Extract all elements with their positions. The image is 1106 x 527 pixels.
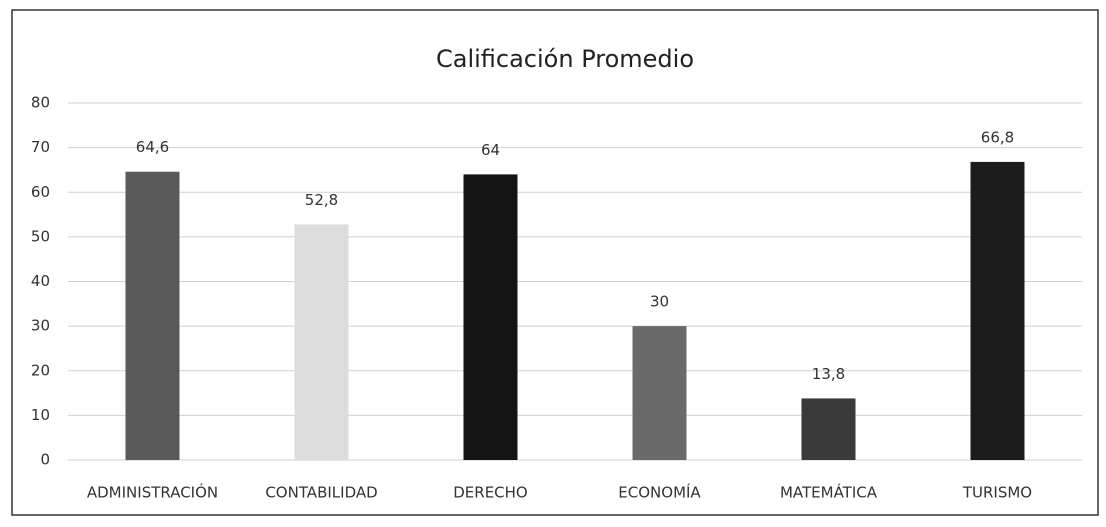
bar	[463, 174, 518, 460]
data-label: 52,8	[305, 191, 338, 209]
y-tick-label: 70	[31, 138, 50, 156]
x-tick-label: MATEMÁTICA	[780, 483, 878, 502]
data-label: 66,8	[981, 128, 1014, 146]
y-tick-label: 20	[31, 361, 50, 379]
data-label: 64,6	[136, 138, 169, 156]
chart-title: Calificación Promedio	[436, 45, 694, 73]
bar	[294, 224, 349, 460]
data-label: 64	[481, 141, 500, 159]
y-tick-label: 60	[31, 183, 50, 201]
x-tick-label: DERECHO	[453, 484, 528, 502]
y-tick-label: 0	[40, 451, 50, 469]
y-tick-label: 30	[31, 317, 50, 335]
y-tick-label: 40	[31, 272, 50, 290]
y-tick-label: 10	[31, 406, 50, 424]
y-tick-label: 80	[31, 94, 50, 112]
bar	[801, 398, 856, 460]
x-tick-label: TURISMO	[962, 484, 1032, 502]
x-tick-label: ECONOMÍA	[618, 483, 701, 502]
x-tick-label: CONTABILIDAD	[265, 484, 377, 502]
x-tick-label: ADMINISTRACIÓN	[87, 483, 218, 502]
bar	[125, 171, 180, 460]
y-tick-label: 50	[31, 227, 50, 245]
bar	[970, 161, 1025, 460]
chart-frame	[11, 9, 1099, 516]
data-label: 30	[650, 293, 669, 311]
data-label: 13,8	[812, 365, 845, 383]
bar	[632, 326, 687, 460]
